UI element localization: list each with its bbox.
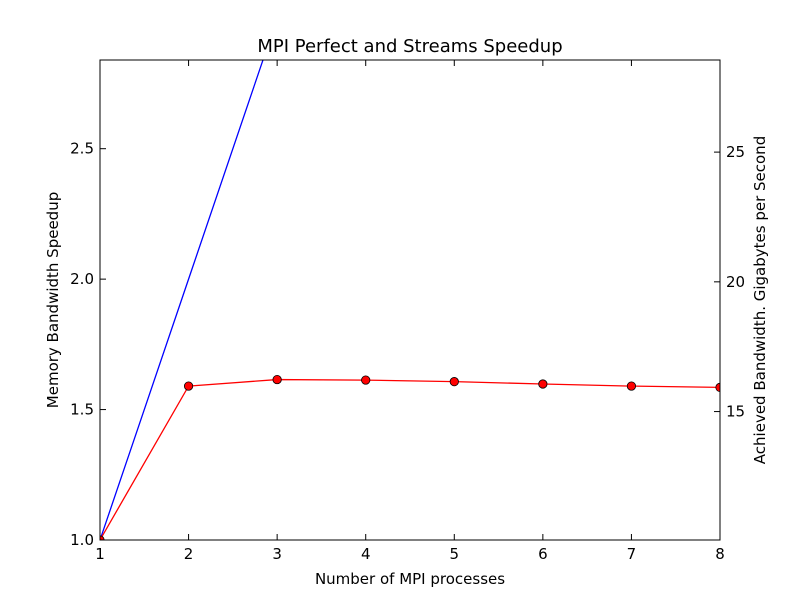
x-tick-label: 1 [95, 545, 105, 563]
y-axis-title: Memory Bandwidth Speedup [44, 192, 62, 408]
series-1 [100, 60, 264, 540]
series-line [100, 378, 720, 540]
data-point [626, 381, 637, 391]
chart-title: MPI Perfect and Streams Speedup [257, 36, 562, 57]
y2-tick-label: 15 [726, 403, 745, 421]
data-point [449, 377, 459, 387]
y-axis-right: 15 20 25 [714, 143, 745, 421]
x-tick-label: 6 [538, 545, 548, 563]
x-tick-label: 3 [272, 545, 282, 563]
y-tick-label: 2.0 [70, 270, 94, 288]
y2-tick-label: 25 [726, 143, 745, 161]
x-tick-label: 4 [361, 545, 371, 563]
data-point [538, 379, 548, 389]
plot-frame [99, 59, 721, 541]
x-tick-label: 8 [715, 545, 725, 563]
y-tick-label: 1.5 [70, 401, 94, 419]
x-axis: 1 2 3 4 5 6 7 8 [95, 60, 725, 563]
y-axis-left: 1.0 1.5 2.0 2.5 [70, 140, 106, 549]
data-point [272, 374, 282, 385]
plot-series [100, 60, 720, 540]
data-point [361, 375, 371, 385]
y2-tick-label: 20 [726, 273, 745, 291]
data-point [183, 381, 194, 391]
y2-axis-title: Achieved Bandwidth. Gigabytes per Second [751, 136, 769, 464]
series-line [100, 60, 264, 540]
y-tick-label: 1.0 [70, 531, 94, 549]
x-tick-label: 2 [184, 545, 194, 563]
series-2 [100, 374, 720, 540]
y-tick-label: 2.5 [70, 140, 94, 158]
x-tick-label: 7 [627, 545, 637, 563]
x-axis-title: Number of MPI processes [315, 570, 505, 588]
x-tick-label: 5 [450, 545, 460, 563]
